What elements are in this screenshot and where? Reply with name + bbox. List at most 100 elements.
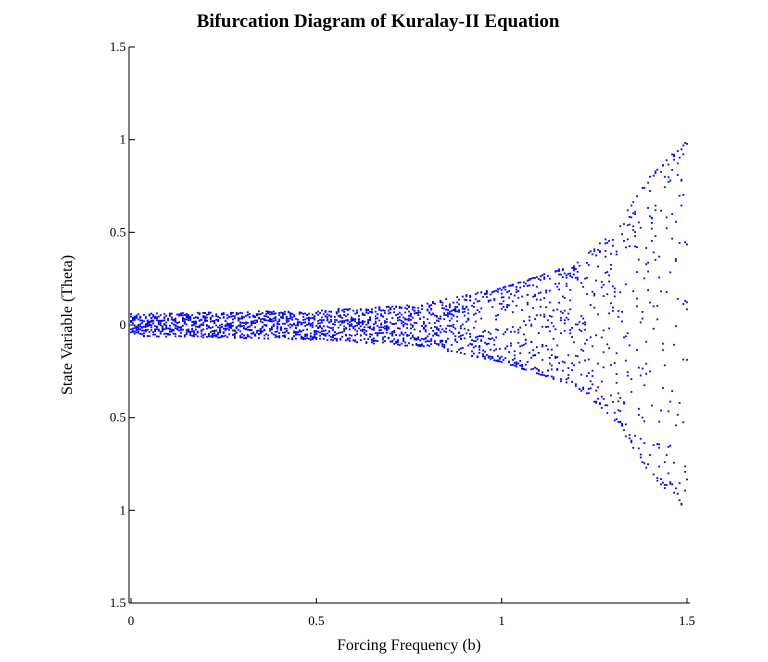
scatter-point	[181, 328, 184, 331]
scatter-point	[513, 354, 516, 357]
scatter-point	[346, 322, 349, 325]
scatter-point	[537, 332, 540, 334]
scatter-point	[320, 309, 323, 312]
scatter-point	[563, 296, 566, 299]
scatter-point	[582, 349, 585, 352]
scatter-point	[504, 285, 507, 288]
scatter-point	[367, 338, 370, 340]
scatter-point	[463, 308, 466, 310]
scatter-point	[476, 291, 479, 294]
scatter-point	[428, 304, 431, 307]
scatter-point	[330, 320, 333, 323]
scatter-point	[256, 319, 258, 322]
scatter-point	[597, 362, 599, 365]
scatter-point	[497, 288, 499, 291]
scatter-point	[447, 309, 449, 312]
scatter-point	[537, 278, 540, 280]
scatter-point	[345, 315, 347, 318]
scatter-point	[485, 353, 488, 356]
scatter-point	[131, 330, 134, 333]
scatter-point	[200, 324, 203, 326]
scatter-point	[548, 277, 551, 280]
scatter-point	[341, 320, 344, 322]
scatter-point	[300, 330, 303, 333]
scatter-point	[191, 314, 194, 316]
scatter-point	[202, 334, 205, 336]
scatter-point	[409, 313, 412, 316]
scatter-point	[282, 314, 284, 317]
scatter-point	[574, 385, 577, 387]
scatter-point	[320, 321, 323, 324]
scatter-point	[539, 275, 542, 278]
scatter-point	[276, 335, 279, 338]
scatter-point	[459, 352, 462, 354]
scatter-point	[246, 326, 249, 329]
scatter-point	[567, 374, 570, 376]
scatter-point	[359, 321, 362, 324]
scatter-point	[315, 324, 318, 327]
scatter-point	[565, 276, 568, 279]
scatter-point	[232, 333, 234, 336]
scatter-point	[430, 304, 433, 306]
scatter-point	[395, 314, 397, 316]
scatter-point	[502, 300, 505, 303]
scatter-point	[591, 345, 594, 348]
scatter-point	[484, 341, 486, 344]
scatter-point	[606, 293, 609, 296]
scatter-point	[665, 454, 668, 456]
scatter-point	[521, 295, 523, 298]
scatter-point	[209, 327, 212, 329]
scatter-point	[313, 331, 316, 334]
scatter-point	[324, 329, 327, 332]
scatter-point	[157, 323, 160, 326]
scatter-point	[676, 492, 679, 495]
scatter-point	[565, 285, 568, 287]
scatter-point	[489, 355, 492, 358]
scatter-point	[647, 261, 649, 264]
scatter-point	[595, 401, 598, 404]
scatter-point	[389, 332, 392, 335]
scatter-point	[439, 341, 442, 344]
scatter-point	[437, 343, 440, 346]
scatter-point	[217, 336, 220, 339]
scatter-point	[639, 226, 642, 229]
scatter-point	[424, 340, 427, 343]
scatter-point	[404, 331, 407, 334]
scatter-point	[576, 270, 579, 273]
scatter-point	[270, 328, 273, 331]
scatter-point	[415, 337, 418, 340]
scatter-point	[133, 316, 136, 319]
scatter-point	[328, 334, 331, 337]
scatter-point	[165, 314, 168, 317]
scatter-point	[459, 327, 462, 330]
scatter-point	[545, 306, 548, 309]
scatter-point	[352, 339, 355, 342]
scatter-point	[245, 314, 247, 317]
scatter-point	[333, 321, 336, 323]
scatter-point	[561, 360, 564, 363]
scatter-point	[189, 316, 192, 318]
scatter-point	[391, 340, 394, 343]
scatter-point	[472, 302, 475, 305]
scatter-point	[445, 305, 447, 308]
scatter-point	[673, 155, 675, 158]
scatter-point	[274, 336, 277, 339]
scatter-point	[567, 312, 570, 315]
scatter-point	[300, 336, 303, 339]
scatter-point	[371, 308, 373, 311]
scatter-point	[169, 324, 171, 327]
scatter-point	[256, 321, 258, 323]
scatter-point	[630, 441, 633, 444]
scatter-point	[396, 317, 399, 319]
scatter-point	[196, 316, 199, 319]
scatter-point	[669, 482, 672, 485]
scatter-point	[226, 322, 229, 325]
scatter-point	[665, 227, 668, 230]
scatter-point	[206, 325, 208, 327]
scatter-point	[552, 309, 555, 312]
scatter-point	[652, 305, 655, 308]
scatter-point	[304, 318, 307, 321]
scatter-point	[606, 343, 609, 346]
scatter-point	[472, 346, 475, 349]
scatter-point	[243, 337, 245, 340]
